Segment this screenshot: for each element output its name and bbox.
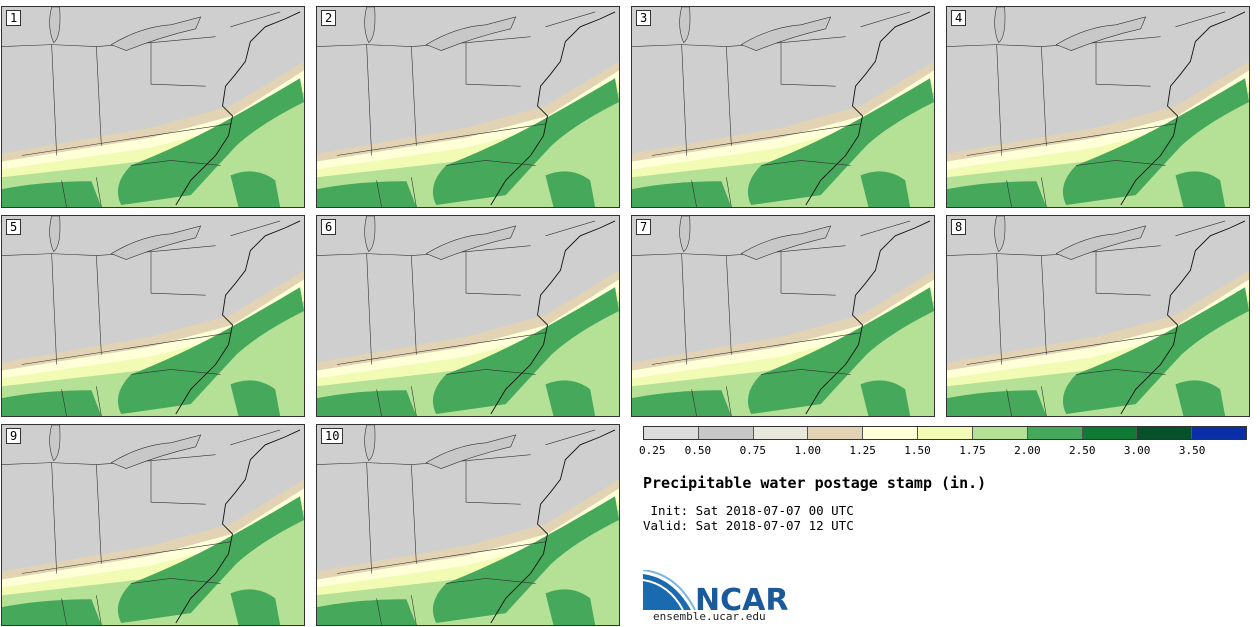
colorbar-tick-label: 1.50 — [904, 444, 931, 457]
colorbar-segment — [918, 427, 973, 439]
colorbar-tick-label: 3.00 — [1123, 444, 1151, 457]
member-number: 1 — [6, 10, 22, 26]
colorbar-tick-label: 0.50 — [684, 444, 712, 457]
member-number: 8 — [951, 219, 967, 235]
postage-stamp-map: 7 — [631, 215, 935, 417]
postage-stamp-map: 3 — [631, 6, 935, 208]
colorbar-segment — [1027, 427, 1083, 439]
postage-stamp-map: 8 — [946, 215, 1250, 417]
colorbar-tick-label: 0.75 — [739, 444, 767, 457]
ncar-logo: NCAR — [642, 569, 793, 618]
colorbar-segment — [698, 427, 754, 439]
colorbar-tick-label: 3.50 — [1178, 444, 1206, 457]
member-number: 2 — [321, 10, 337, 26]
colorbar — [643, 426, 1247, 440]
logo-text: NCAR — [695, 583, 788, 614]
init-time: Init: Sat 2018-07-07 00 UTC — [643, 503, 854, 518]
member-number: 7 — [636, 219, 652, 235]
colorbar-segment — [972, 427, 1028, 439]
colorbar-tick-label: 1.00 — [794, 444, 821, 457]
colorbar-tick-label: 1.25 — [849, 444, 876, 457]
colorbar-segment — [808, 427, 864, 439]
member-number: 4 — [951, 10, 967, 26]
colorbar-segment — [1082, 427, 1138, 439]
plot-title: Precipitable water postage stamp (in.) — [643, 474, 987, 492]
postage-stamp-map: 1 — [1, 6, 305, 208]
colorbar-tick-label: 1.75 — [959, 444, 986, 457]
member-number: 6 — [321, 219, 337, 235]
colorbar-segment — [1137, 427, 1193, 439]
colorbar-segment — [1192, 427, 1246, 439]
valid-time: Valid: Sat 2018-07-07 12 UTC — [643, 518, 854, 533]
colorbar-tick-label: 2.00 — [1014, 444, 1041, 457]
postage-stamp-map: 4 — [946, 6, 1250, 208]
colorbar-ticks: 0.25 0.50 0.75 1.00 1.25 1.50 1.75 2.00 2.50 3.00… — [639, 444, 1247, 460]
colorbar-segment — [753, 427, 809, 439]
colorbar-segment — [863, 427, 919, 439]
logo-url: ensemble.ucar.edu — [653, 610, 766, 623]
postage-stamp-map: 5 — [1, 215, 305, 417]
member-number: 3 — [636, 10, 652, 26]
colorbar-tick-label: 0.25 — [639, 444, 666, 457]
member-number: 5 — [6, 219, 22, 235]
colorbar-tick-label: 2.50 — [1069, 444, 1096, 457]
member-number: 10 — [321, 428, 344, 444]
postage-stamp-map: 9 — [1, 424, 305, 626]
postage-stamp-map: 6 — [316, 215, 620, 417]
colorbar-segment — [644, 427, 699, 439]
member-number: 9 — [6, 428, 22, 444]
postage-stamp-map: 2 — [316, 6, 620, 208]
postage-stamp-map: 10 — [316, 424, 620, 626]
